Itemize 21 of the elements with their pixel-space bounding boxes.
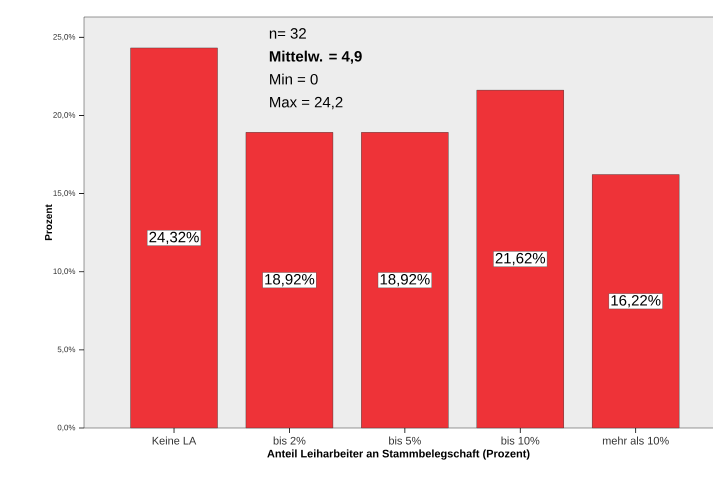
bar [361, 132, 449, 428]
annotation: n= 32 [270, 28, 306, 39]
x-tick-label: bis 5% [389, 436, 421, 445]
y-axis-title: Prozent [45, 204, 52, 240]
annotation: Min = 0 [270, 74, 318, 85]
bar [476, 90, 564, 428]
bar [246, 132, 334, 428]
data-label: 24,32% [149, 232, 199, 244]
x-axis-title: Anteil Leiharbeiter an Stammbelegschaft (Prozent) [267, 449, 530, 460]
bar [130, 48, 218, 428]
data-label: 21,62% [496, 252, 546, 266]
annotation: Max = 24,2 [270, 96, 342, 110]
x-tick-label: Keine LA [152, 436, 196, 445]
annotation: Mittelw. = 4,9 [270, 50, 362, 64]
bar [592, 174, 680, 428]
data-label: 18,92% [380, 274, 430, 286]
data-label: 16,22% [611, 295, 660, 308]
x-tick-label: bis 2% [274, 436, 306, 445]
x-tick-label: mehr als 10% [602, 436, 669, 445]
x-tick-label: bis 10% [501, 436, 540, 445]
data-label: 18,92% [265, 274, 314, 286]
